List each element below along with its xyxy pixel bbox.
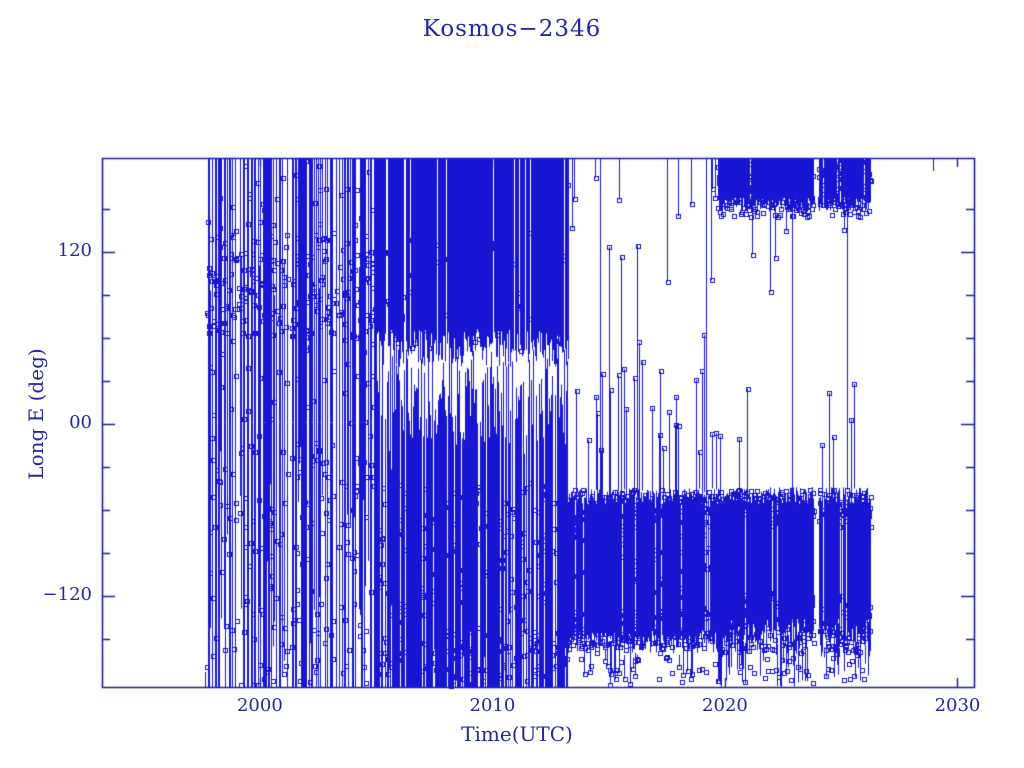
x-tick-label: 2010	[469, 695, 516, 716]
x-axis-label: Time(UTC)	[461, 722, 573, 746]
x-tick-label: 2020	[702, 695, 748, 716]
x-tick-label: 2030	[934, 695, 981, 716]
y-tick-label: 120	[57, 239, 92, 261]
y-tick-label: −120	[42, 583, 92, 605]
x-tick-label: 2000	[236, 695, 283, 716]
y-tick-label: 00	[69, 411, 92, 433]
chart-title: Kosmos−2346	[422, 16, 602, 42]
